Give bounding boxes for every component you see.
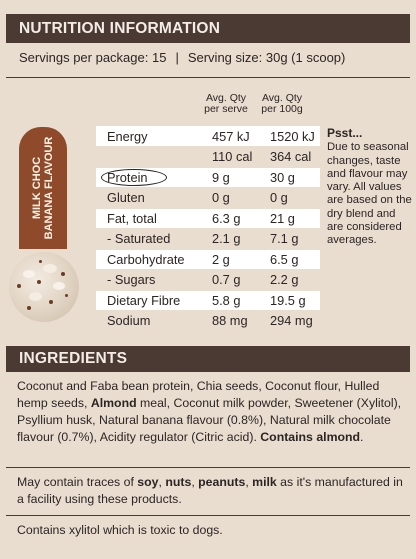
protein-circle: Protein xyxy=(101,168,167,186)
nutrient-label: Energy xyxy=(96,126,200,147)
traces-part: , xyxy=(245,475,253,489)
servings-per-package: Servings per package: 15 xyxy=(19,50,167,65)
per-serve-value: 2 g xyxy=(200,249,256,270)
per-serve-value: 2.1 g xyxy=(200,228,256,250)
per-100g-value: 364 cal xyxy=(256,146,320,168)
per-serve-value: 0.7 g xyxy=(200,269,256,291)
flavour-line1: MILK CHOC xyxy=(31,156,43,220)
traces-part: , xyxy=(158,475,166,489)
traces-part: May contain traces of xyxy=(17,475,138,489)
serving-separator: | xyxy=(175,50,179,65)
per-100g-value: 21 g xyxy=(256,208,320,229)
table-row: - Saturated 2.1 g 7.1 g xyxy=(96,228,320,250)
table-row: Protein 9 g 30 g xyxy=(96,167,320,188)
nutrient-label: Fat, total xyxy=(96,208,200,229)
col-header-per-100g-line1: Avg. Qty xyxy=(261,92,303,104)
nutrition-table: Energy 457 kJ 1520 kJ 110 cal 364 cal Pr… xyxy=(96,126,320,332)
nutrient-label: - Sugars xyxy=(96,269,200,291)
nutrient-label: Sodium xyxy=(96,310,200,332)
nutrient-label: Carbohydrate xyxy=(96,249,200,270)
table-row: Energy 457 kJ 1520 kJ xyxy=(96,126,320,147)
col-header-per-serve-line1: Avg. Qty xyxy=(205,92,247,104)
oats-image xyxy=(9,252,79,322)
per-100g-value: 19.5 g xyxy=(256,290,320,311)
per-serve-value: 9 g xyxy=(200,167,256,188)
table-row: - Sugars 0.7 g 2.2 g xyxy=(96,269,320,291)
ingredients-end: . xyxy=(360,430,364,444)
divider xyxy=(6,467,410,468)
trace-milk: milk xyxy=(252,475,277,489)
ingredients-almond: Almond xyxy=(90,396,137,410)
nutrition-heading: NUTRITION INFORMATION xyxy=(6,14,410,43)
table-row: Gluten 0 g 0 g xyxy=(96,187,320,209)
per-100g-value: 2.2 g xyxy=(256,269,320,291)
psst-body: Due to seasonal changes, taste and flavo… xyxy=(327,141,412,247)
per-100g-value: 1520 kJ xyxy=(256,126,320,147)
nutrient-label: - Saturated xyxy=(96,228,200,250)
ingredients-part: Coconut and Faba bean protein, Chia seed… xyxy=(17,379,380,410)
contains-almond: Contains almond xyxy=(260,430,361,444)
traces-part: as it's manufactured in a facility using… xyxy=(17,475,403,506)
nutrient-label-protein: Protein xyxy=(96,167,200,188)
ingredients-heading: INGREDIENTS xyxy=(6,346,410,372)
flavour-tab: MILK CHOC BANANA FLAVOUR xyxy=(19,127,67,249)
per-100g-value: 0 g xyxy=(256,187,320,209)
traces-text: May contain traces of soy, nuts, peanuts… xyxy=(17,474,405,508)
per-serve-value: 5.8 g xyxy=(200,290,256,311)
per-100g-value: 7.1 g xyxy=(256,228,320,250)
trace-peanuts: peanuts xyxy=(198,475,246,489)
per-serve-value: 110 cal xyxy=(200,146,256,168)
ingredients-part: meal, Coconut milk powder, Sweetener (Xy… xyxy=(17,396,402,444)
table-row: Sodium 88 mg 294 mg xyxy=(96,310,320,332)
nutrient-label: Gluten xyxy=(96,187,200,209)
ingredients-text: Coconut and Faba bean protein, Chia seed… xyxy=(17,378,405,446)
table-row: Dietary Fibre 5.8 g 19.5 g xyxy=(96,290,320,311)
serving-size: Serving size: 30g (1 scoop) xyxy=(187,50,346,65)
per-100g-value: 30 g xyxy=(256,167,320,188)
psst-heading: Psst... xyxy=(327,126,363,140)
per-serve-value: 6.3 g xyxy=(200,208,256,229)
divider xyxy=(6,77,410,78)
per-serve-value: 0 g xyxy=(200,187,256,209)
table-row: Carbohydrate 2 g 6.5 g xyxy=(96,249,320,270)
per-100g-value: 294 mg xyxy=(256,310,320,332)
trace-nuts: nuts xyxy=(165,475,192,489)
divider xyxy=(6,515,410,516)
serving-info: Servings per package: 15 | Serving size: 3… xyxy=(19,50,345,65)
col-header-per-100g: Avg. Qty per 100g xyxy=(252,93,312,115)
table-row: Fat, total 6.3 g 21 g xyxy=(96,208,320,229)
table-row: 110 cal 364 cal xyxy=(96,146,320,168)
nutrient-label xyxy=(96,146,200,168)
flavour-line2: BANANA FLAVOUR xyxy=(43,136,55,240)
trace-soy: soy xyxy=(137,475,159,489)
col-header-per-100g-line2: per 100g xyxy=(261,103,303,115)
per-serve-value: 88 mg xyxy=(200,310,256,332)
per-serve-value: 457 kJ xyxy=(200,126,256,147)
col-header-per-serve: Avg. Qty per serve xyxy=(196,93,256,115)
xylitol-warning: Contains xylitol which is toxic to dogs. xyxy=(17,523,223,537)
nutrient-label: Dietary Fibre xyxy=(96,290,200,311)
col-header-per-serve-line2: per serve xyxy=(204,103,248,115)
psst-note: Psst... Due to seasonal changes, taste a… xyxy=(327,126,413,248)
traces-part: , xyxy=(191,475,199,489)
per-100g-value: 6.5 g xyxy=(256,249,320,270)
